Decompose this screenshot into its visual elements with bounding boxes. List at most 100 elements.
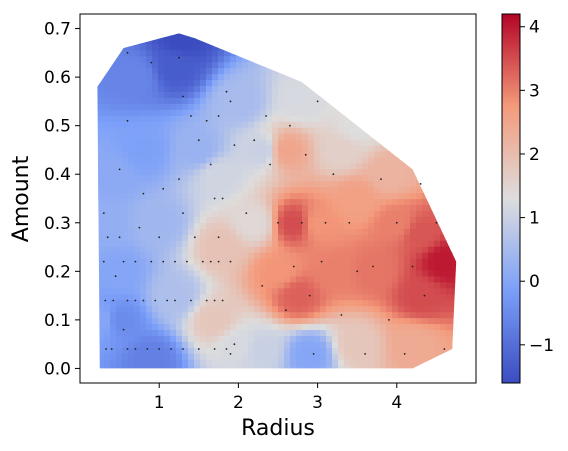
heat-cell [416, 67, 423, 75]
heat-cell [266, 14, 273, 21]
heat-cell [380, 103, 387, 110]
heat-cell [434, 33, 441, 39]
heat-cell [152, 73, 159, 81]
heat-cell [116, 287, 123, 295]
heat-cell [98, 14, 105, 21]
heat-cell [122, 14, 129, 21]
heat-cell [176, 43, 183, 51]
sample-point [105, 348, 107, 350]
heat-cell [80, 139, 87, 146]
heat-cell [98, 216, 105, 223]
heat-cell [152, 109, 159, 116]
heat-cell [344, 79, 351, 87]
heat-cell [428, 281, 435, 289]
heat-cell [302, 335, 309, 342]
heat-cell [446, 341, 453, 348]
heat-cell [464, 38, 471, 45]
heat-cell [332, 246, 339, 253]
heat-cell [146, 341, 153, 348]
heat-cell [236, 371, 243, 378]
heat-cell [134, 258, 141, 265]
heat-cell [152, 138, 159, 146]
heat-cell [110, 305, 117, 313]
heat-cell [458, 151, 465, 158]
heat-cell [272, 20, 279, 27]
heat-cell [86, 252, 93, 259]
heat-cell [97, 55, 99, 63]
heat-cell [428, 329, 435, 336]
colorbar-gradient [501, 13, 521, 384]
heat-cell [212, 323, 219, 331]
heat-cell [110, 347, 117, 354]
heat-cell [242, 299, 249, 307]
heat-cell [122, 305, 129, 313]
heat-cell [218, 216, 225, 223]
heat-cell [350, 299, 357, 307]
heat-cell [320, 67, 327, 75]
heat-cell [266, 305, 273, 313]
heat-cell [380, 365, 387, 369]
heat-cell [458, 276, 465, 283]
heat-cell [254, 162, 261, 170]
heat-cell [458, 306, 465, 313]
sample-point [102, 260, 105, 263]
heat-cell [206, 174, 213, 182]
heat-cell [272, 121, 279, 128]
heat-cell [314, 103, 321, 110]
heat-cell [97, 33, 99, 39]
heat-cell [314, 204, 321, 211]
heat-cell [302, 365, 309, 369]
heat-cell [134, 281, 141, 289]
heat-cell [374, 121, 381, 128]
heat-cell [116, 127, 123, 134]
heat-cell [260, 371, 267, 378]
heat-cell [368, 91, 375, 98]
heat-cell [290, 258, 297, 265]
heat-cell [458, 145, 465, 152]
heat-cell [314, 121, 321, 128]
heat-cell [392, 240, 399, 247]
heat-cell [110, 150, 117, 158]
heat-cell [97, 234, 99, 241]
heat-cell [296, 353, 303, 360]
heat-cell [350, 365, 357, 369]
heat-cell [368, 174, 375, 182]
heat-cell [452, 37, 457, 45]
heat-cell [188, 263, 195, 271]
heat-cell [302, 115, 309, 122]
heat-cell [308, 329, 315, 336]
heat-cell [458, 359, 465, 366]
heat-cell [392, 37, 399, 45]
heat-cell [122, 371, 129, 378]
heat-cell [302, 133, 309, 140]
heat-cell [146, 67, 153, 75]
heat-cell [242, 341, 249, 348]
heat-cell [97, 287, 99, 295]
heat-cell [290, 317, 297, 325]
heat-cell [164, 121, 171, 128]
heat-cell [230, 323, 237, 331]
heat-cell [362, 263, 369, 271]
heat-cell [404, 73, 411, 81]
heat-cell [92, 14, 99, 21]
heat-cell [386, 353, 393, 360]
heat-cell [350, 162, 357, 170]
heat-cell [368, 198, 375, 206]
heat-cell [398, 26, 405, 33]
heat-cell [380, 144, 387, 152]
heat-cell [338, 269, 345, 277]
x-axis-label: Radius [241, 416, 315, 441]
heat-cell [332, 311, 339, 319]
heat-cell [308, 138, 315, 146]
heat-cell [200, 275, 207, 283]
heat-cell [98, 311, 105, 319]
heat-cell [290, 281, 297, 289]
heat-cell [428, 156, 435, 164]
heat-cell [152, 329, 159, 336]
heat-cell [86, 204, 93, 211]
heat-cell [146, 311, 153, 319]
heat-cell [314, 311, 321, 319]
heat-cell [242, 26, 249, 33]
heat-cell [170, 287, 177, 295]
heat-cell [122, 281, 129, 289]
